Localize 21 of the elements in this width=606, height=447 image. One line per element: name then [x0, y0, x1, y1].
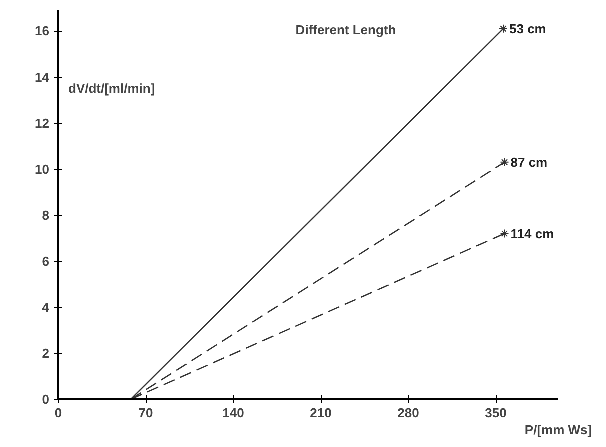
- text: Different Length: [296, 22, 396, 38]
- y-tick-label: 16: [35, 24, 50, 39]
- series-label: 53 cm: [510, 21, 546, 36]
- x-tick-label: 280: [398, 406, 420, 420]
- y-tick-label: 6: [42, 254, 50, 269]
- x-tick-label: 70: [138, 406, 154, 420]
- y-tick-label: 10: [35, 162, 50, 177]
- y-tick-label: 8: [42, 208, 50, 223]
- x-tick-label: 350: [485, 406, 507, 420]
- y-tick-label: 12: [35, 116, 50, 131]
- y-tick-label: 0: [42, 392, 50, 407]
- y-tick-label: 14: [35, 70, 50, 85]
- x-axis-title: P/[mm Ws]: [524, 422, 592, 438]
- x-tick-label: 140: [222, 406, 244, 420]
- series-label: 114 cm: [510, 226, 554, 242]
- x-tick-label: 210: [310, 406, 332, 420]
- series-label: 87 cm: [510, 154, 548, 170]
- y-tick-label: 2: [42, 346, 50, 361]
- y-tick-label: 4: [42, 300, 50, 315]
- x-tick-label: 0: [54, 406, 62, 420]
- y-axis-title: dV/dt/[ml/min]: [68, 80, 156, 96]
